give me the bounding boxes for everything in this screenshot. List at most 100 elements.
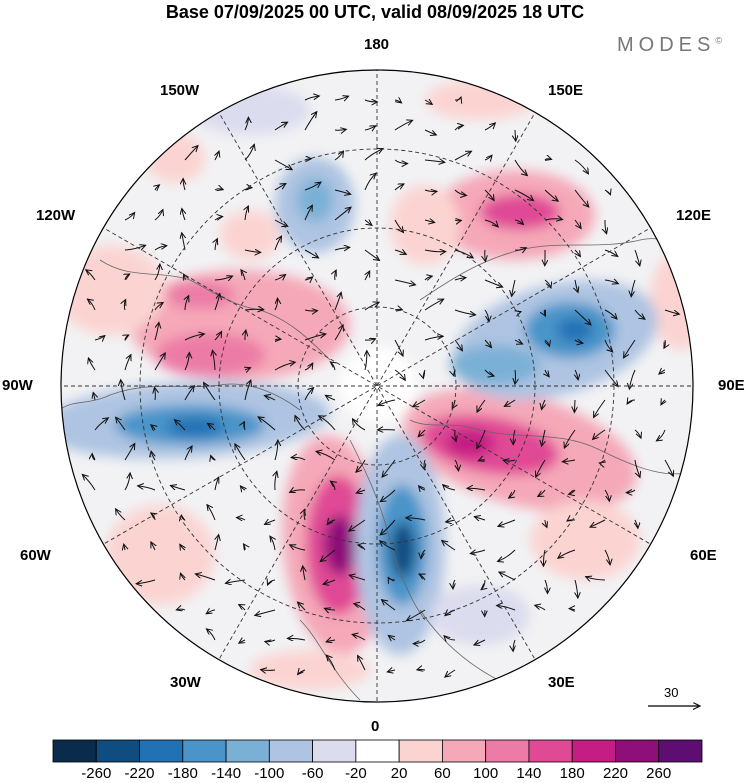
wind-arrow [304,388,314,401]
wind-arrow [446,520,456,522]
wind-arrow [151,542,155,551]
wind-arrow [503,460,516,461]
wind-arrow [545,519,547,528]
wind-arrow [195,574,216,581]
wind-arrow [151,451,155,461]
wind-arrow [334,247,350,250]
wind-arrow [349,519,366,531]
wind-arrow [334,189,351,194]
wind-arrow [215,477,219,491]
wind-arrow [356,459,366,472]
label-180: 180 [364,36,390,53]
map-boundary [60,69,694,703]
wind-arrow [604,190,610,195]
wind-arrow [423,369,426,378]
wind-arrow [316,451,336,461]
wind-arrow [478,460,486,461]
wind-arrow [454,249,473,258]
wind-arrow [626,490,636,493]
wind-arrow [334,292,341,311]
wind-arrow [349,575,366,581]
wind-arrow [394,369,405,380]
wind-arrow [86,270,96,281]
wind-arrow [215,151,219,161]
label-150w: 150W [160,82,200,99]
colorbar-box [398,739,443,763]
wind-arrow [237,518,246,520]
wind-arrow [245,330,246,341]
wind-arrow [394,309,402,310]
wind-arrow [593,429,606,440]
wind-arrow [605,219,607,234]
wind-arrow [569,609,576,610]
wind-arrow [514,340,523,344]
wind-arrow [394,120,413,131]
wind-arrow [498,519,516,526]
wind-arrow [215,535,219,551]
wind-arrow [304,277,313,280]
wind-arrow [484,219,498,227]
wind-arrow [175,420,186,431]
wind-arrow [443,485,456,490]
wind-arrow [424,160,445,162]
colorbar-tick-label: 60 [434,765,451,782]
wind-arrow [477,429,486,449]
colorbar-box [182,739,227,763]
wind-arrow [274,219,288,226]
wind-arrow [574,189,589,207]
wind-arrow [323,580,336,584]
wind-arrow [124,473,130,491]
wind-arrow [509,489,516,498]
wind-arrow [364,302,379,311]
wind-arrow [659,370,665,374]
wind-arrow [558,549,576,558]
wind-arrow [445,610,456,616]
wind-vectors [82,96,679,677]
wind-arrow [536,459,546,477]
wind-arrow [574,340,583,343]
wind-arrow [176,609,186,610]
wind-arrow [214,276,233,280]
wind-arrow [304,310,318,311]
wind-arrow [378,399,396,405]
wind-arrow [485,249,486,262]
wind-arrow [454,339,462,351]
colorbar-box [268,739,313,763]
colorbar-box [312,739,357,763]
wind-arrow [445,669,456,677]
wind-arrow [304,182,321,191]
wind-arrow [154,353,165,371]
wind-arrow [417,669,426,670]
wind-arrow [380,519,396,535]
wind-arrow [444,636,456,640]
wind-arrow [181,573,186,581]
wind-arrow [567,520,576,521]
wind-arrow [244,250,261,252]
wind-arrow [484,279,503,287]
anomaly-field [61,70,693,702]
wind-arrow [264,396,276,401]
wind-arrow [330,362,335,371]
wind-arrow [274,236,282,251]
wind-arrow [291,457,306,460]
wind-arrow [604,280,618,284]
wind-arrow [124,544,125,550]
wind-arrow [604,549,610,565]
wind-arrow [564,429,576,448]
colorbar-tick-label: -140 [211,765,242,782]
wind-arrow [275,298,278,311]
wind-arrow [442,540,456,551]
wind-arrow [358,656,366,671]
wind-arrow [514,189,534,201]
wind-arrow [514,248,526,250]
brand-mark: © [715,35,722,46]
colorbar-tick-label: 220 [602,765,629,782]
wind-arrow [419,486,426,490]
wind-arrow [544,310,545,316]
wind-arrow [544,279,551,288]
wind-arrow [154,210,163,221]
wind-arrow [544,159,552,160]
wind-arrow [484,369,494,376]
